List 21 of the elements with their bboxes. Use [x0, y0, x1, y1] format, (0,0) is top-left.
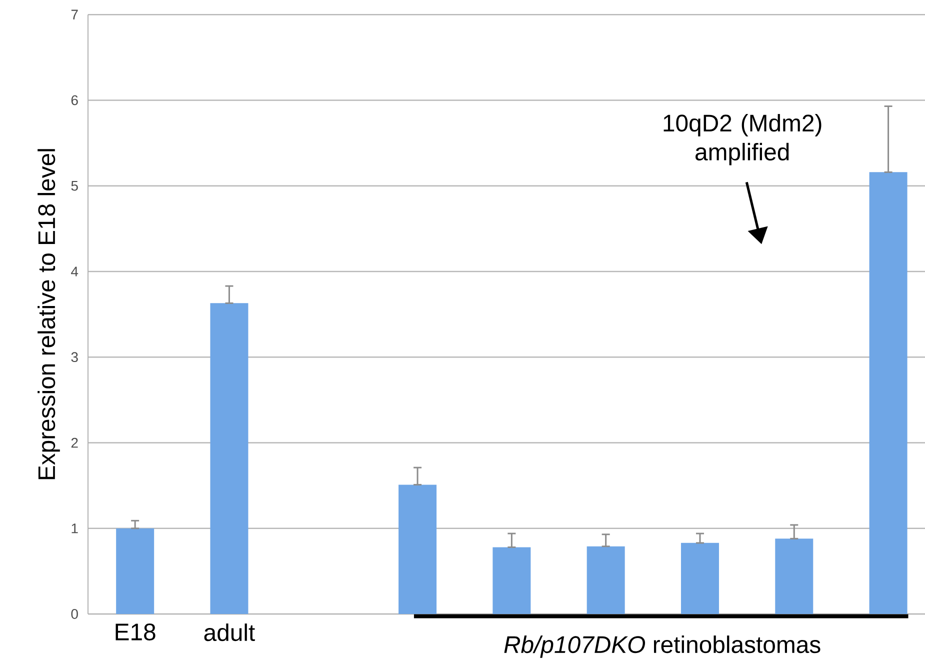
x-tick-label: adult [204, 624, 255, 642]
bar [680, 542, 719, 614]
y-tick-label: 0 [71, 609, 78, 619]
bar [775, 538, 814, 614]
bar [210, 303, 248, 614]
bar [116, 528, 154, 614]
text: Rb/p107DKO retinoblastomas [504, 636, 820, 658]
y-tick-label: 1 [72, 524, 78, 534]
y-tick-label: 7 [71, 10, 78, 20]
annotation: 10qD2 (Mdm2) amplified [664, 114, 822, 166]
x-tick-label: E18 [116, 624, 156, 640]
y-tick-label: 4 [71, 266, 78, 276]
y-tick-label: 5 [71, 180, 78, 191]
y-tick-label: 3 [71, 352, 78, 362]
bar [869, 172, 908, 614]
y-tick-label: 6 [71, 95, 78, 106]
bar [398, 484, 437, 614]
bar [586, 546, 625, 614]
y-tick-label: 2 [71, 438, 78, 448]
y-axis-title: Expression relative to E18 level [38, 149, 60, 480]
bar [492, 547, 531, 614]
